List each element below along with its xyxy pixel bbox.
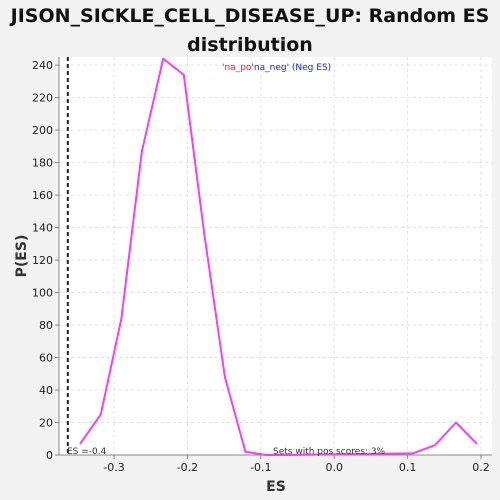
data-point (244, 450, 247, 453)
data-point (120, 317, 123, 320)
data-point (100, 413, 102, 416)
y-axis-label: P(ES) (14, 235, 30, 278)
y-tick-label: 20 (39, 417, 53, 430)
y-tick-label: 140 (32, 222, 53, 235)
y-tick-label: 200 (32, 124, 53, 137)
y-ticks: 0 20 40 60 80 100 120 140 160 180 200 220 240 (32, 59, 59, 462)
x-axis-label: ES (266, 479, 286, 495)
data-point (203, 233, 206, 235)
data-point (141, 150, 143, 153)
y-tick-label: 100 (32, 287, 53, 300)
data-point (433, 444, 436, 447)
data-point (265, 454, 267, 456)
plot-area (59, 57, 492, 455)
chart-title-line1: JISON_SICKLE_CELL_DISEASE_UP: Random ES (10, 5, 490, 27)
data-point (411, 452, 414, 455)
chart-title: JISON_SICKLE_CELL_DISEASE_UP: Random ES … (0, 2, 500, 60)
data-point (455, 421, 457, 424)
x-ticks: -0.3 -0.2 -0.1 0.0 0.1 0.2 (103, 455, 490, 474)
y-tick-label: 220 (32, 92, 53, 105)
series-group (79, 57, 478, 456)
x-tick-label: -0.3 (103, 461, 124, 474)
legend-neg: 'na_neg' (Neg ES) (251, 63, 331, 73)
y-tick-label: 0 (46, 449, 53, 462)
x-tick-label: 0.2 (472, 461, 490, 474)
y-tick-label: 120 (32, 254, 53, 267)
x-tick-label: 0.0 (325, 461, 343, 474)
y-tick-label: 40 (39, 384, 53, 397)
legend: 'na_po'na_neg' (Neg ES) (222, 63, 331, 73)
x-tick-label: -0.2 (177, 461, 198, 474)
es-value-label: ES =-0.4 (67, 447, 107, 457)
legend-pos: 'na_po (222, 63, 252, 73)
chart-title-line2: distribution (187, 34, 313, 56)
data-point (224, 376, 226, 378)
y-tick-label: 60 (39, 352, 53, 365)
x-tick-label: 0.1 (399, 461, 417, 474)
y-tick-label: 180 (32, 157, 53, 170)
data-point (79, 442, 82, 445)
x-tick-label: -0.1 (250, 461, 271, 474)
grid (59, 57, 492, 456)
data-point (182, 74, 185, 76)
pos-scores-annotation: Sets with pos scores: 3% (273, 447, 386, 457)
data-point (162, 57, 165, 60)
y-tick-label: 160 (32, 189, 53, 202)
y-tick-label: 240 (32, 59, 53, 72)
data-point (475, 442, 478, 445)
data-point (285, 454, 288, 456)
y-tick-label: 80 (39, 319, 53, 332)
